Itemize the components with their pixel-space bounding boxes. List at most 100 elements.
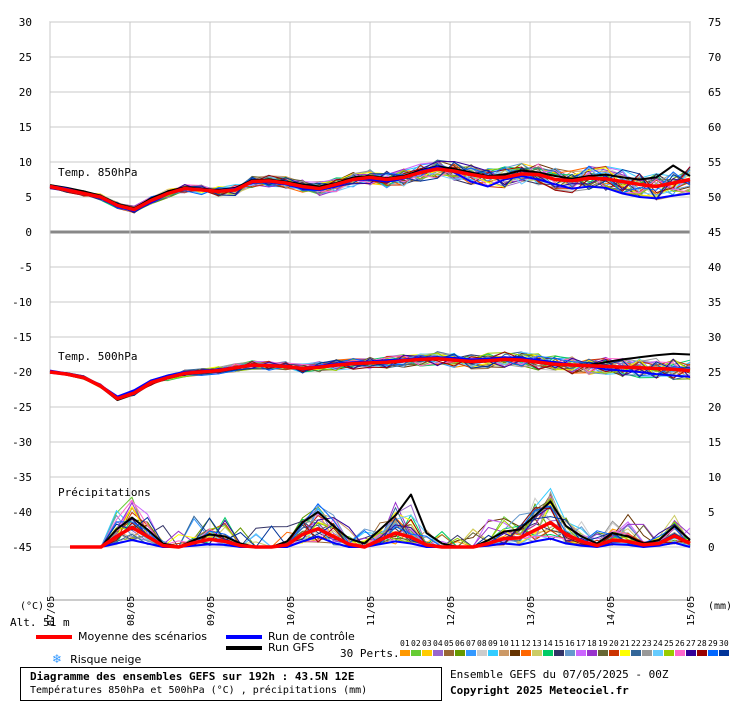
legend-control-label: Run de contrôle xyxy=(268,630,355,643)
pert-number: 27 xyxy=(686,639,696,648)
pert-swatch xyxy=(598,650,608,656)
left-tick-label: -40 xyxy=(12,506,32,519)
legend-mean-label: Moyenne des scénarios xyxy=(78,630,207,643)
left-tick-label: 30 xyxy=(19,16,32,29)
pert-number: 03 xyxy=(422,639,432,648)
left-tick-label: -15 xyxy=(12,331,32,344)
right-tick-label: 65 xyxy=(708,86,721,99)
pert-swatch xyxy=(587,650,597,656)
pert-number: 11 xyxy=(510,639,520,648)
right-tick-label: 25 xyxy=(708,366,721,379)
pert-number: 23 xyxy=(642,639,652,648)
left-tick-label: -20 xyxy=(12,366,32,379)
panel-label-850: Temp. 850hPa xyxy=(58,166,138,179)
snowflake-icon: ❄ xyxy=(52,652,63,666)
right-tick-label: 50 xyxy=(708,191,721,204)
right-tick-label: 20 xyxy=(708,401,721,414)
pert-swatch xyxy=(510,650,520,656)
left-tick-label: 20 xyxy=(19,86,32,99)
info-box: Diagramme des ensembles GEFS sur 192h : … xyxy=(20,667,442,701)
pert-swatch xyxy=(609,650,619,656)
pert-number: 07 xyxy=(466,639,476,648)
pert-number: 10 xyxy=(499,639,509,648)
pert-swatch xyxy=(642,650,652,656)
pert-swatch xyxy=(664,650,674,656)
pert-number: 28 xyxy=(697,639,707,648)
x-tick-label: 12/05 xyxy=(446,596,457,626)
legend-control: Run de contrôle xyxy=(226,630,355,643)
pert-number: 15 xyxy=(554,639,564,648)
right-tick-label: 60 xyxy=(708,121,721,134)
run-info: Ensemble GEFS du 07/05/2025 - 00Z xyxy=(450,668,669,681)
x-tick-label: 09/05 xyxy=(206,596,217,626)
legend-control-swatch xyxy=(226,634,262,639)
pert-swatch xyxy=(565,650,575,656)
pert-number: 24 xyxy=(653,639,663,648)
pert-swatch xyxy=(653,650,663,656)
right-unit-label: (mm) xyxy=(708,601,733,612)
pert-swatch xyxy=(554,650,564,656)
pert-number: 08 xyxy=(477,639,487,648)
left-tick-label: 15 xyxy=(19,121,32,134)
pert-swatch xyxy=(675,650,685,656)
pert-number: 16 xyxy=(565,639,575,648)
pert-number: 14 xyxy=(543,639,553,648)
left-tick-label: -35 xyxy=(12,471,32,484)
pert-swatch xyxy=(499,650,509,656)
mean-precip-line xyxy=(70,520,691,549)
pert-number: 02 xyxy=(411,639,421,648)
legend-gfs-label: Run GFS xyxy=(268,641,315,654)
info-subtitle: Températures 850hPa et 500hPa (°C) , pré… xyxy=(30,685,368,696)
pert-swatch xyxy=(477,650,487,656)
right-tick-label: 40 xyxy=(708,261,721,274)
pert-number: 04 xyxy=(433,639,443,648)
pert-swatch xyxy=(400,650,410,656)
info-title: Diagramme des ensembles GEFS sur 192h : … xyxy=(30,670,355,683)
legend-snow: ❄ Risque neige xyxy=(52,652,141,666)
right-tick-label: 45 xyxy=(708,226,721,239)
left-tick-label: 10 xyxy=(19,156,32,169)
pert-swatch xyxy=(697,650,707,656)
pert-number: 17 xyxy=(576,639,586,648)
right-tick-label: 35 xyxy=(708,296,721,309)
right-tick-label: 10 xyxy=(708,471,721,484)
pert-swatch xyxy=(576,650,586,656)
pert-swatch xyxy=(708,650,718,656)
pert-swatch xyxy=(532,650,542,656)
pert-number: 01 xyxy=(400,639,410,648)
pert-swatch xyxy=(411,650,421,656)
x-tick-label: 08/05 xyxy=(126,596,137,626)
x-tick-label: 13/05 xyxy=(526,596,537,626)
pert-swatch xyxy=(433,650,443,656)
x-tick-label: 11/05 xyxy=(366,596,377,626)
legend-snow-label: Risque neige xyxy=(70,652,142,666)
pert-number: 21 xyxy=(620,639,630,648)
panel-label-precip: Précipitations xyxy=(58,486,151,499)
pert-number: 20 xyxy=(609,639,619,648)
pert-swatch xyxy=(620,650,630,656)
copyright: Copyright 2025 Meteociel.fr xyxy=(450,684,629,697)
left-tick-label: 5 xyxy=(25,191,32,204)
pert-swatch xyxy=(631,650,641,656)
pert-number: 26 xyxy=(675,639,685,648)
pert-swatch xyxy=(719,650,729,656)
right-tick-label: 30 xyxy=(708,331,721,344)
pert-number: 12 xyxy=(521,639,531,648)
right-tick-label: 0 xyxy=(708,541,715,554)
pert-number: 06 xyxy=(455,639,465,648)
pert-number: 19 xyxy=(598,639,608,648)
pert-number: 05 xyxy=(444,639,454,648)
pert-number: 25 xyxy=(664,639,674,648)
left-unit-label: (°C) xyxy=(20,601,45,612)
pert-swatch xyxy=(444,650,454,656)
mean-850-line xyxy=(49,167,691,212)
x-tick-label: 07/05 xyxy=(46,596,57,626)
pert-swatch xyxy=(466,650,476,656)
pert-swatch xyxy=(686,650,696,656)
pert-number: 13 xyxy=(532,639,542,648)
left-tick-label: -5 xyxy=(19,261,32,274)
pert-number: 22 xyxy=(631,639,641,648)
legend-mean: Moyenne des scénarios xyxy=(36,630,207,643)
pert-swatch xyxy=(488,650,498,656)
